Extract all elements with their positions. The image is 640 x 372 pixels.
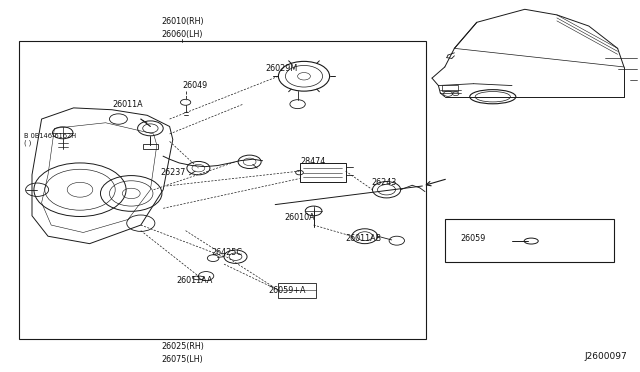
Text: 28474: 28474 <box>301 157 326 166</box>
Bar <box>143 144 158 149</box>
Text: 26059: 26059 <box>461 234 486 243</box>
Text: 26029M: 26029M <box>266 64 298 73</box>
Text: 26011A: 26011A <box>112 100 143 109</box>
Text: 26425C: 26425C <box>211 248 242 257</box>
Text: 26010A: 26010A <box>285 213 316 222</box>
Text: J2600097: J2600097 <box>584 352 627 361</box>
Text: 26011AA: 26011AA <box>176 276 212 285</box>
Bar <box>300 163 346 182</box>
Bar <box>278 283 316 298</box>
Text: 26237: 26237 <box>160 169 186 177</box>
Text: 26025(RH): 26025(RH) <box>161 342 204 351</box>
Text: 26011AB: 26011AB <box>346 234 381 243</box>
Bar <box>442 85 458 91</box>
Bar <box>445 219 614 262</box>
Text: 26075(LH): 26075(LH) <box>161 355 204 363</box>
Text: B 0B146-6162H
( ): B 0B146-6162H ( ) <box>24 133 76 146</box>
Text: 26243: 26243 <box>371 178 396 187</box>
Text: 26060(LH): 26060(LH) <box>162 30 203 39</box>
Text: 26059+A: 26059+A <box>269 286 307 295</box>
Bar <box>19 41 426 339</box>
Text: 26049: 26049 <box>182 81 207 90</box>
Text: 26010(RH): 26010(RH) <box>161 17 204 26</box>
